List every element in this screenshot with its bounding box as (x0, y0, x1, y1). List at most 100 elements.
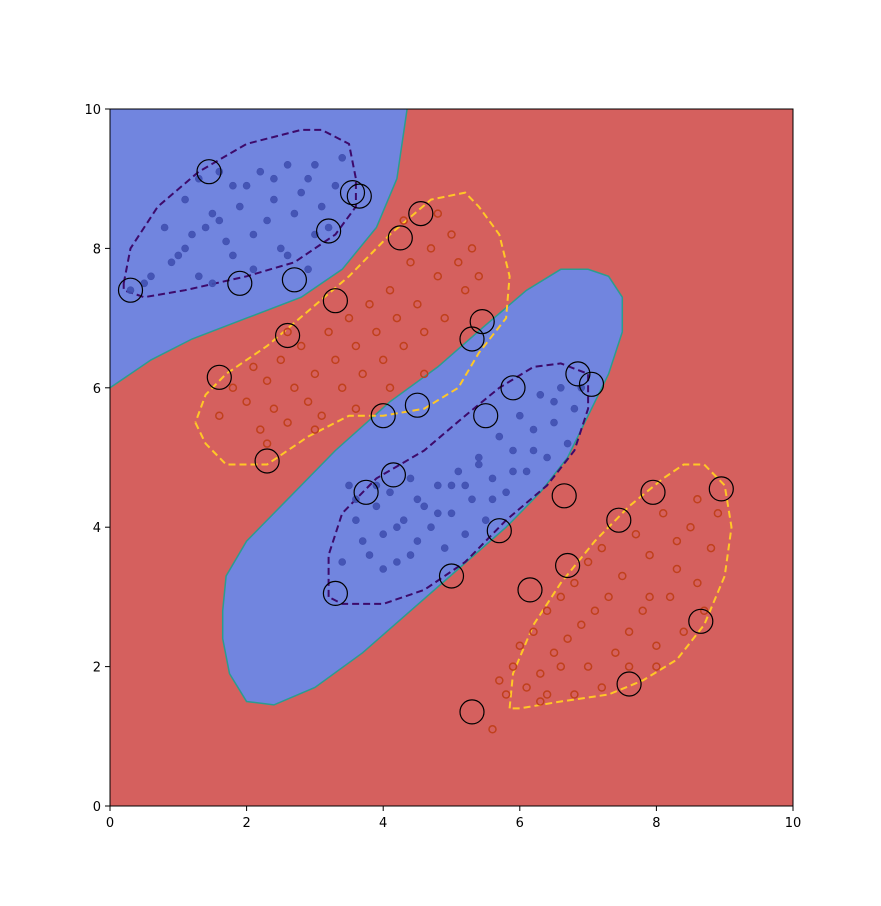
y-tick-10: 10 (84, 103, 110, 118)
y-tick-0: 0 (93, 800, 110, 815)
negative-point (570, 404, 579, 413)
positive-point (672, 536, 682, 546)
positive-point (536, 697, 545, 706)
negative-point (495, 432, 504, 441)
positive-point (604, 592, 613, 602)
positive-point (426, 244, 436, 253)
negative-point (461, 530, 470, 539)
negative-point (550, 418, 558, 427)
support-vector-marker (688, 608, 714, 634)
positive-point (406, 258, 415, 267)
negative-point (290, 209, 299, 218)
support-vector-marker (322, 288, 348, 314)
positive-point (276, 355, 286, 365)
negative-point (393, 523, 401, 532)
negative-point (556, 383, 565, 392)
negative-point (215, 216, 224, 225)
negative-point (174, 251, 183, 260)
negative-point (208, 279, 217, 288)
positive-point (624, 627, 634, 637)
negative-point (474, 460, 483, 469)
support-vector-marker (578, 371, 605, 397)
support-vector-marker (640, 479, 666, 505)
positive-point (495, 676, 504, 685)
negative-point (454, 467, 463, 476)
negative-point (167, 258, 176, 267)
negative-point (550, 397, 558, 406)
negative-point (249, 265, 258, 274)
y-tick-2: 2 (93, 661, 110, 676)
support-vector-marker (196, 159, 222, 185)
positive-point (283, 327, 292, 337)
negative-point (386, 488, 394, 497)
negative-point (488, 495, 497, 504)
positive-point (317, 411, 326, 420)
negative-margin-0 (122, 128, 357, 299)
positive-point (283, 418, 292, 427)
negative-point (195, 272, 203, 281)
negative-point (488, 474, 497, 483)
positive-point (597, 683, 607, 692)
y-tick-label: 0 (93, 800, 101, 815)
negative-point (242, 181, 251, 190)
negative-point (543, 453, 551, 462)
positive-point (399, 341, 408, 351)
positive-point (440, 313, 449, 323)
positive-point (693, 578, 702, 588)
negative-point (420, 502, 429, 511)
x-tick-label: 10 (785, 816, 802, 831)
positive-point (467, 244, 477, 253)
positive-point (242, 397, 251, 406)
negative-point (433, 509, 442, 518)
positive-point (611, 648, 620, 657)
negative-point (358, 537, 367, 545)
support-vector-marker (353, 479, 379, 505)
negative-point (181, 195, 189, 204)
positive-point (399, 216, 408, 225)
positive-point (686, 522, 695, 532)
positive-point (658, 509, 668, 518)
negative-point (413, 495, 422, 504)
positive-point (262, 439, 272, 448)
plot-area (109, 108, 794, 807)
support-vector-marker (275, 322, 301, 349)
decision-boundary-lines (109, 108, 624, 706)
support-vector-marker (500, 375, 526, 401)
negative-point (509, 467, 517, 476)
negative-point (536, 390, 545, 399)
positive-point (618, 571, 627, 581)
x-tick-label: 2 (242, 816, 250, 831)
positive-point (665, 592, 675, 602)
positive-point (454, 258, 463, 267)
positive-point (419, 369, 429, 379)
positive-point (631, 529, 641, 539)
support-vector-marker (227, 270, 253, 296)
positive-point (597, 543, 607, 553)
negative-point (502, 488, 510, 497)
negative-point (440, 544, 449, 552)
negative-point (399, 516, 408, 525)
positive-point (624, 662, 634, 671)
x-tick-label: 6 (516, 816, 524, 831)
positive-point (344, 313, 354, 323)
negative-point (270, 195, 278, 204)
positive-point (713, 509, 723, 518)
positive-point (652, 641, 661, 650)
positive-point (372, 327, 381, 337)
negative-point (529, 446, 538, 455)
positive-point (433, 209, 443, 218)
y-tick-label: 4 (93, 521, 101, 536)
decision-boundary-0 (109, 108, 408, 389)
negative-point (236, 202, 244, 211)
support-vector-marker (387, 225, 413, 251)
negative-point (304, 265, 312, 274)
negative-point (406, 551, 415, 559)
negative-margin-1 (327, 362, 590, 605)
negative-point (276, 244, 285, 253)
positive-point (542, 690, 552, 699)
support-vector-marker (117, 277, 144, 303)
x-tick-label: 0 (106, 816, 114, 831)
decision-boundary-1 (221, 268, 624, 706)
positive-point (249, 362, 258, 372)
